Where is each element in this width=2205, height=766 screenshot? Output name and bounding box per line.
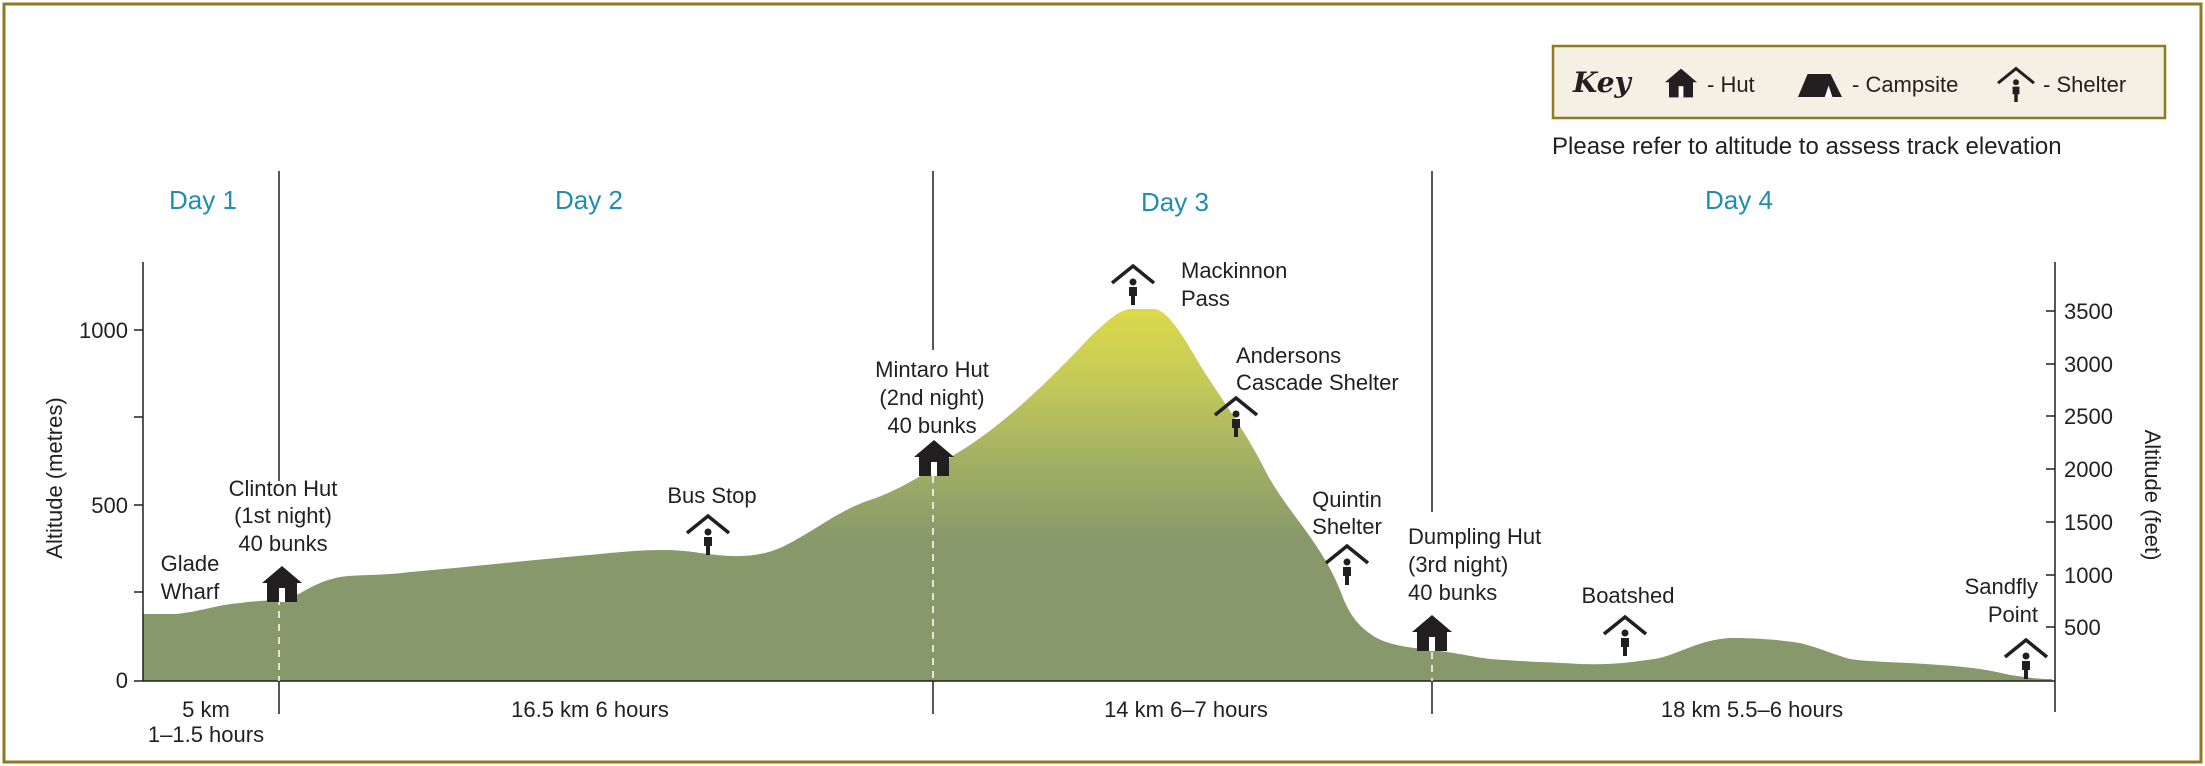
key-legend: Key - Hut - Campsite - Shelter: [1551, 44, 2167, 120]
day-1-label: Day 1: [169, 185, 237, 215]
key-box: [1551, 44, 2167, 120]
clinton-line-2: (1st night): [234, 503, 332, 528]
mackinnon-shelter-icon: [1110, 264, 1156, 305]
mintaro-hut-icon: [914, 440, 954, 476]
place-clinton-hut: Clinton Hut (1st night) 40 bunks: [229, 476, 338, 556]
right-axis-title: Altitude (feet): [2140, 430, 2165, 561]
left-tick-1000: 1000: [79, 318, 128, 343]
glade-line-2: Wharf: [161, 579, 221, 604]
andersons-line-2: Cascade Shelter: [1236, 370, 1399, 395]
left-axis: 0 500 1000 Altitude (metres): [42, 262, 2055, 693]
segment-1-distance: 5 km: [182, 697, 230, 722]
right-tick-500: 500: [2064, 615, 2101, 640]
bus-stop-shelter-icon: [685, 514, 731, 555]
right-axis: 500 1000 1500 2000 2500 3000 3500 Altitu…: [2046, 262, 2165, 712]
dumpling-line-3: 40 bunks: [1408, 580, 1497, 605]
clinton-line-3: 40 bunks: [238, 531, 327, 556]
segment-2-distance: 16.5 km 6 hours: [511, 697, 669, 722]
sandfly-shelter-icon: [2003, 638, 2049, 679]
terrain-profile: [143, 309, 2052, 681]
place-glade-wharf: Glade Wharf: [161, 551, 221, 604]
left-axis-title: Altitude (metres): [42, 397, 67, 558]
right-tick-3000: 3000: [2064, 352, 2113, 377]
place-sandfly-point: Sandfly Point: [1965, 574, 2038, 627]
place-bus-stop: Bus Stop: [667, 483, 756, 508]
segment-1-time: 1–1.5 hours: [148, 722, 264, 747]
boatshed-shelter-icon: [1602, 615, 1648, 656]
sandfly-line-1: Sandfly: [1965, 574, 2038, 599]
place-mackinnon-pass: Mackinnon Pass: [1181, 258, 1287, 311]
place-boatshed: Boatshed: [1582, 583, 1675, 608]
day-3-label: Day 3: [1141, 187, 1209, 217]
mintaro-line-3: 40 bunks: [887, 413, 976, 438]
left-tick-0: 0: [116, 668, 128, 693]
mintaro-line-2: (2nd night): [879, 385, 984, 410]
sandfly-line-2: Point: [1988, 602, 2038, 627]
andersons-line-1: Andersons: [1236, 343, 1341, 368]
right-tick-3500: 3500: [2064, 299, 2113, 324]
place-mintaro-hut: Mintaro Hut (2nd night) 40 bunks: [875, 357, 989, 438]
dumpling-hut-icon: [1412, 615, 1452, 651]
mintaro-line-1: Mintaro Hut: [875, 357, 989, 382]
busstop-line-1: Bus Stop: [667, 483, 756, 508]
quintin-line-1: Quintin: [1312, 487, 1382, 512]
day-4-label: Day 4: [1705, 185, 1773, 215]
place-quintin-shelter: Quintin Shelter: [1312, 487, 1382, 539]
glade-line-1: Glade: [161, 551, 220, 576]
place-andersons-cascade-shelter: Andersons Cascade Shelter: [1236, 343, 1399, 395]
dumpling-line-1: Dumpling Hut: [1408, 524, 1541, 549]
segment-3-distance: 14 km 6–7 hours: [1104, 697, 1268, 722]
right-tick-1000: 1000: [2064, 563, 2113, 588]
clinton-hut-icon: [262, 566, 302, 602]
boatshed-line-1: Boatshed: [1582, 583, 1675, 608]
left-tick-500: 500: [91, 493, 128, 518]
key-title: Key: [1572, 66, 1633, 99]
mackinnon-line-2: Pass: [1181, 286, 1230, 311]
place-dumpling-hut: Dumpling Hut (3rd night) 40 bunks: [1408, 524, 1541, 605]
key-shelter-label: - Shelter: [2043, 72, 2126, 97]
dumpling-line-2: (3rd night): [1408, 552, 1508, 577]
clinton-line-1: Clinton Hut: [229, 476, 338, 501]
mackinnon-line-1: Mackinnon: [1181, 258, 1287, 283]
right-tick-1500: 1500: [2064, 510, 2113, 535]
key-hut-label: - Hut: [1707, 72, 1755, 97]
right-tick-2000: 2000: [2064, 457, 2113, 482]
key-campsite-label: - Campsite: [1852, 72, 1958, 97]
day-2-label: Day 2: [555, 185, 623, 215]
quintin-line-2: Shelter: [1312, 514, 1382, 539]
elevation-note: Please refer to altitude to assess track…: [1552, 133, 2062, 160]
segment-4-distance: 18 km 5.5–6 hours: [1661, 697, 1843, 722]
right-tick-2500: 2500: [2064, 404, 2113, 429]
